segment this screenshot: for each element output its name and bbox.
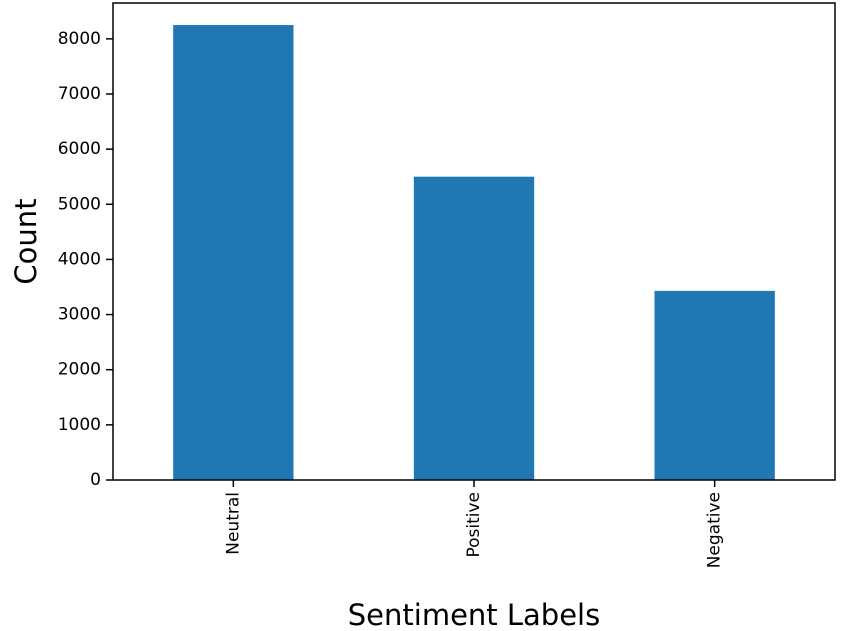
y-tick-label: 0 xyxy=(90,470,101,490)
y-tick-label: 4000 xyxy=(58,249,101,269)
x-tick-label: Positive xyxy=(464,492,484,558)
y-tick-label: 7000 xyxy=(58,84,101,104)
bars-group xyxy=(173,25,775,481)
x-tick-label: Neutral xyxy=(223,492,243,555)
y-tick-label: 3000 xyxy=(58,305,101,325)
bar-positive xyxy=(413,176,535,480)
x-axis-ticks: Neutral Positive Negative xyxy=(223,480,725,568)
y-axis-ticks: 0 1000 2000 3000 4000 5000 6000 7000 8000 xyxy=(58,29,113,490)
y-tick-label: 6000 xyxy=(58,139,101,159)
y-axis-label: Count xyxy=(9,198,43,284)
y-tick-label: 2000 xyxy=(58,360,101,380)
x-axis-label: Sentiment Labels xyxy=(348,598,600,631)
y-tick-label: 8000 xyxy=(58,29,101,49)
y-tick-label: 1000 xyxy=(58,415,101,435)
bar-negative xyxy=(654,290,775,480)
x-tick-label: Negative xyxy=(705,492,725,568)
y-tick-label: 5000 xyxy=(58,194,101,214)
bar-neutral xyxy=(173,25,294,481)
